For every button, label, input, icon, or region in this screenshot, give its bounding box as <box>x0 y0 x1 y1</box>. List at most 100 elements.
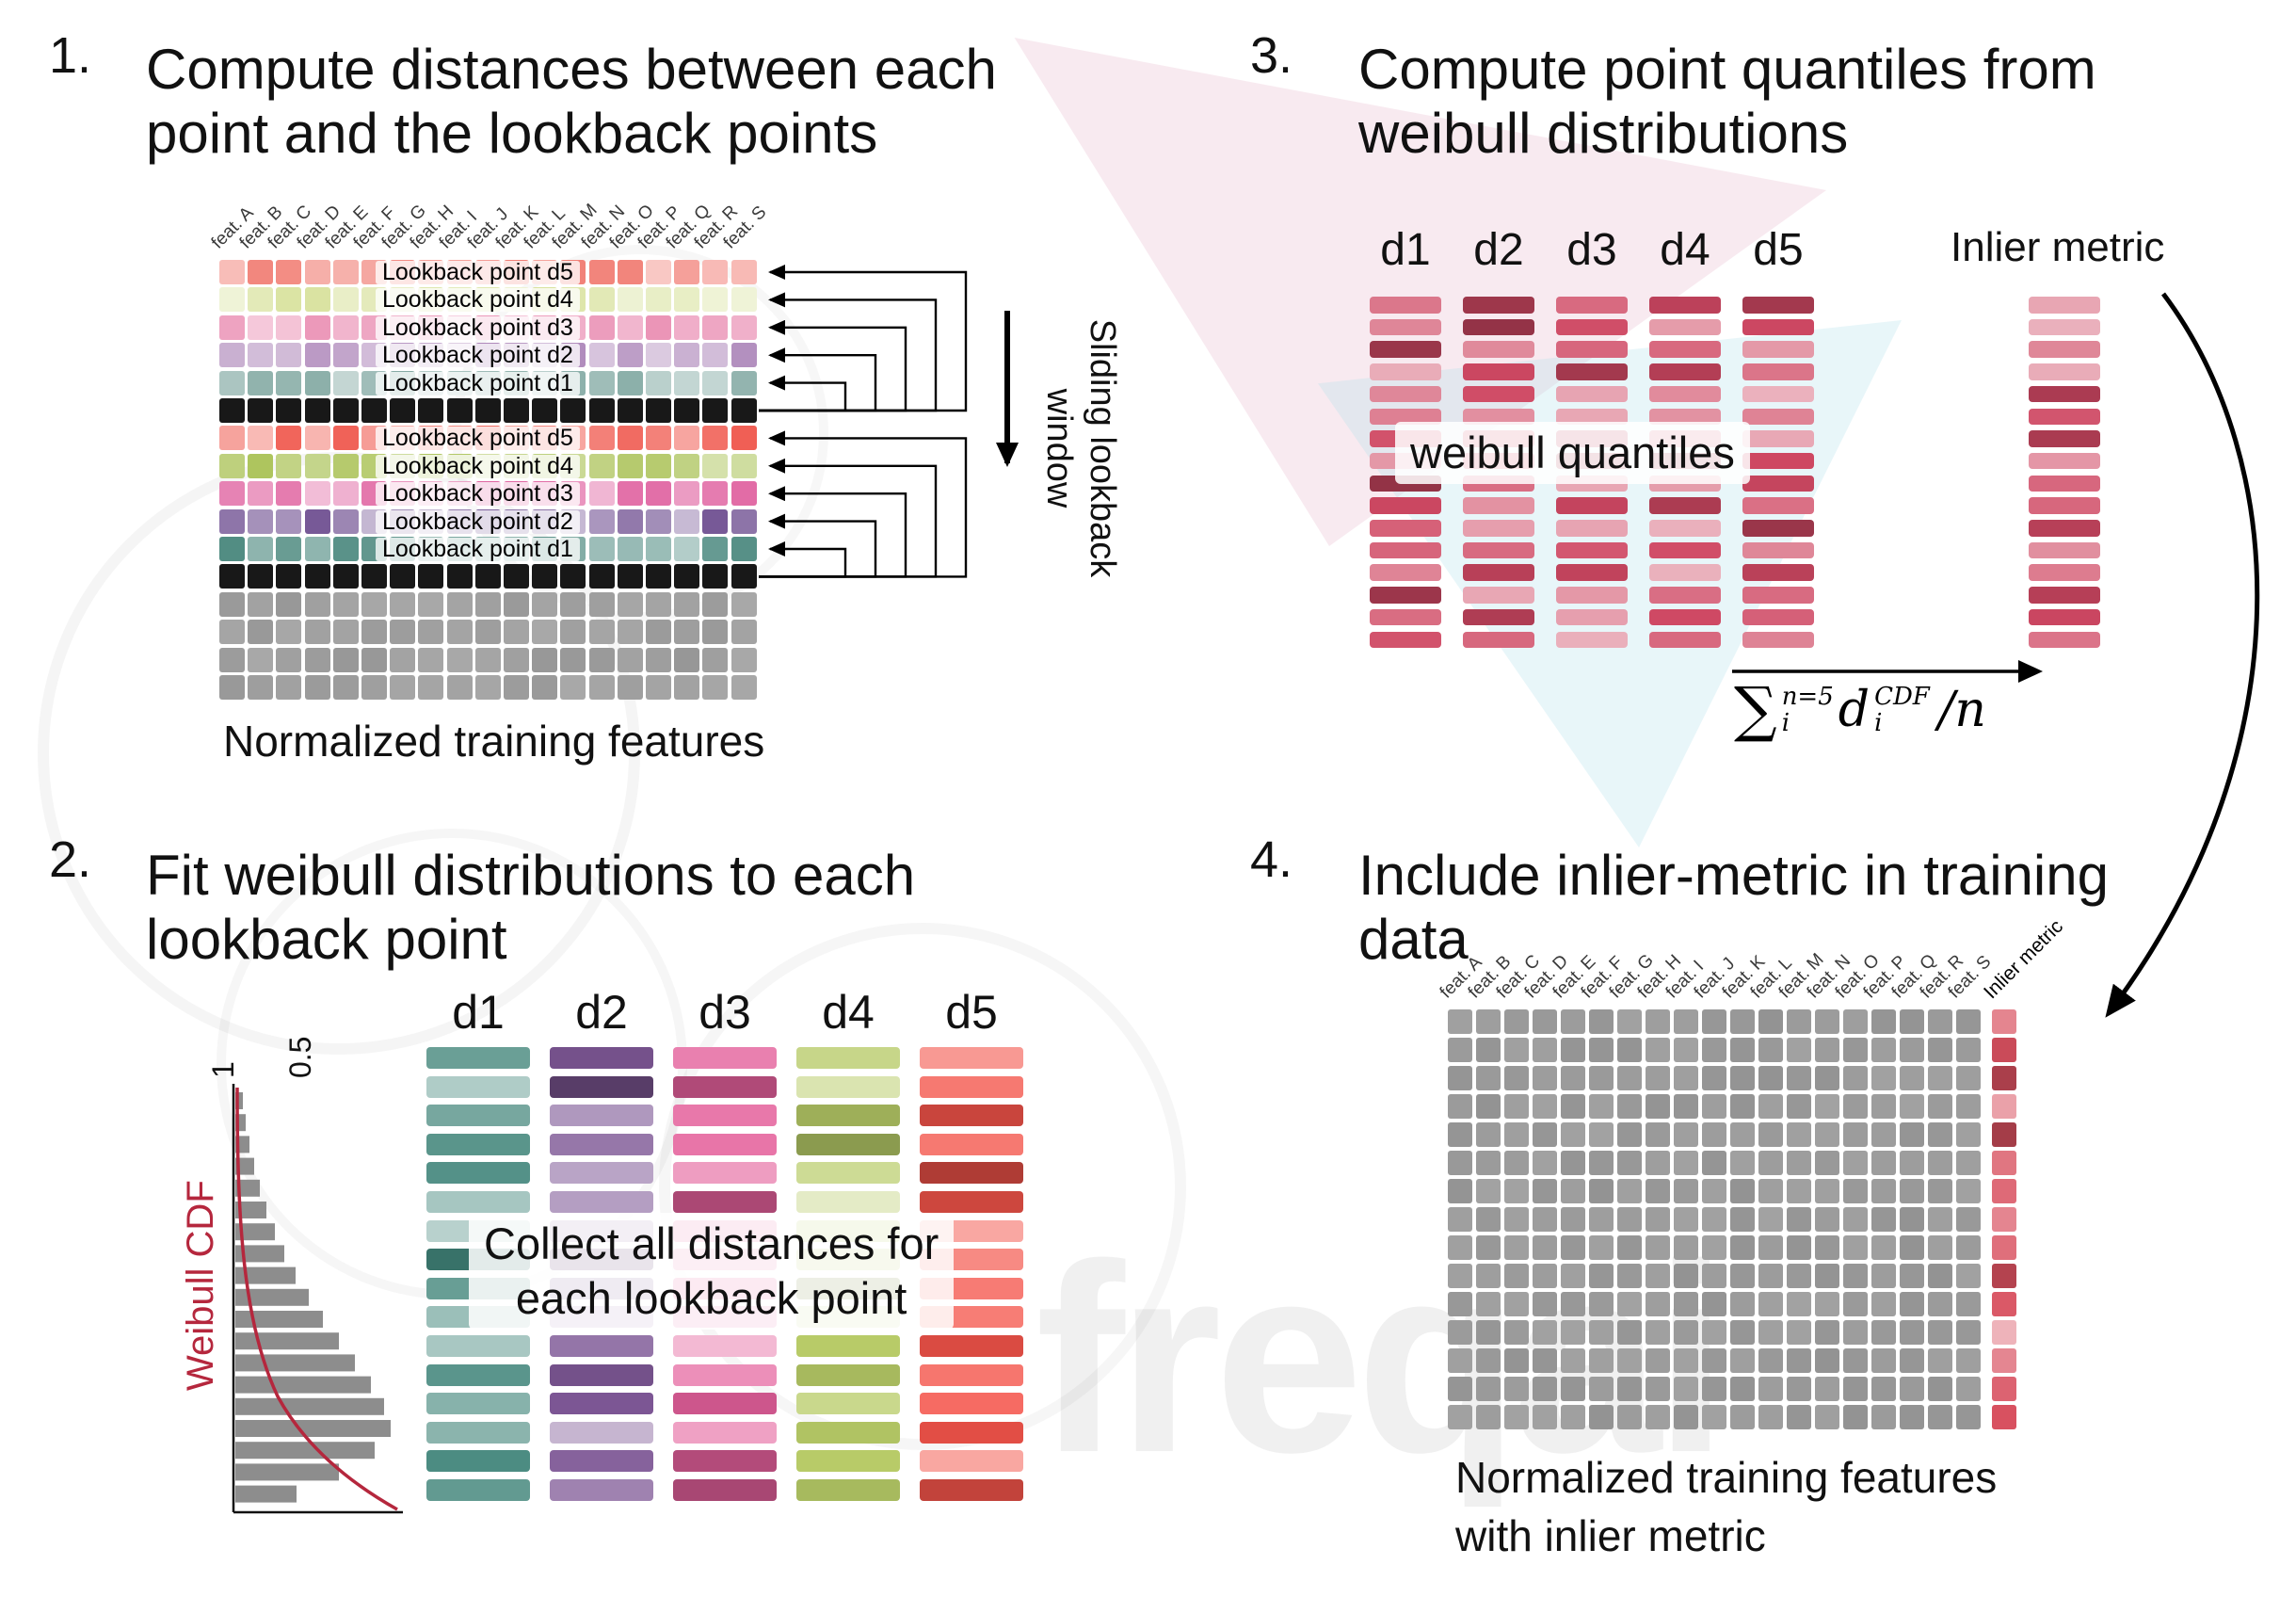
feature-cell <box>361 564 387 589</box>
weibull-cdf-chart: 1 0.5 Weibull CDF <box>180 1037 403 1514</box>
feature-cell <box>276 287 302 313</box>
feature-cell <box>1476 1320 1501 1345</box>
feature-cell <box>702 287 729 313</box>
feature-cell <box>1589 1292 1614 1316</box>
inlier-cell <box>1992 1179 2016 1203</box>
feature-cell <box>1561 1151 1585 1175</box>
feature-cell <box>361 647 387 672</box>
feature-cell <box>1928 1405 1952 1429</box>
quantile-bar <box>1556 408 1628 425</box>
feature-cell <box>1730 1066 1755 1090</box>
feature-cell <box>304 370 330 395</box>
distance-bar <box>673 1191 777 1213</box>
feature-cell <box>276 620 302 645</box>
feature-cell <box>617 620 643 645</box>
distance-bar <box>796 1335 900 1357</box>
step4-title-line1: Include inlier-metric in training <box>1358 844 2109 907</box>
feature-cell <box>1787 1292 1811 1316</box>
feature-cell <box>1928 1377 1952 1401</box>
inlier-cell <box>1992 1405 2016 1429</box>
quantile-bar <box>1370 385 1441 403</box>
distance-column-label: d5 <box>945 986 998 1039</box>
feature-cell <box>418 675 444 700</box>
feature-cell <box>1448 1038 1472 1062</box>
feature-cell <box>1928 1094 1952 1119</box>
quantile-bar <box>1370 297 1441 314</box>
lookback-row-label: Lookback point d4 <box>376 454 580 478</box>
feature-cell <box>702 398 729 423</box>
feature-cell <box>1787 1320 1811 1345</box>
feature-cell <box>702 453 729 478</box>
feature-cell <box>674 315 700 340</box>
distance-bar <box>673 1335 777 1357</box>
feature-cell <box>1504 1151 1529 1175</box>
feature-cell <box>674 508 700 534</box>
inlier-cell <box>1992 1094 2016 1119</box>
feature-cell <box>1448 1405 1472 1429</box>
feature-cell <box>332 315 359 340</box>
inlier-cell <box>1992 1264 2016 1288</box>
feature-cell <box>248 370 274 395</box>
distance-bar <box>796 1393 900 1415</box>
feature-cell <box>588 343 615 368</box>
feature-cell <box>1533 1235 1557 1260</box>
distance-column-label: d3 <box>698 986 751 1039</box>
feature-cell <box>1843 1405 1868 1429</box>
distance-bar <box>550 1047 653 1069</box>
inlier-metric-bar <box>2029 341 2100 358</box>
feature-cell <box>248 453 274 478</box>
distance-bar <box>550 1075 653 1098</box>
feature-cell <box>1617 1405 1642 1429</box>
feature-cell <box>1871 1151 1896 1175</box>
feature-cell <box>304 675 330 700</box>
feature-cell <box>646 315 671 340</box>
feature-cell <box>1843 1207 1868 1232</box>
feature-cell <box>219 675 245 700</box>
feature-cell <box>1617 1377 1642 1401</box>
feature-cell <box>276 591 302 617</box>
quantile-bar <box>1370 608 1441 626</box>
feature-cell <box>1730 1179 1755 1203</box>
quantile-bar <box>1556 631 1628 648</box>
feature-cell <box>1758 1320 1783 1345</box>
feature-cell <box>446 564 473 589</box>
quantile-bar <box>1556 520 1628 537</box>
quantile-bar <box>1370 408 1441 425</box>
feature-cell <box>276 564 302 589</box>
feature-cell <box>1561 1320 1585 1345</box>
feature-cell <box>1843 1038 1868 1062</box>
feature-cell <box>332 287 359 313</box>
distance-bar <box>673 1363 777 1386</box>
feature-cell <box>1956 1235 1981 1260</box>
feature-cell <box>1900 1066 1924 1090</box>
feature-cell <box>1674 1292 1698 1316</box>
feature-cell <box>304 453 330 478</box>
feature-cell <box>1476 1405 1501 1429</box>
feature-cell <box>1589 1405 1614 1429</box>
inlier-cell <box>1992 1009 2016 1034</box>
feature-cell <box>560 591 586 617</box>
feature-cell <box>1504 1094 1529 1119</box>
divide-by-n: /n <box>1937 682 1986 738</box>
feature-cell <box>304 260 330 284</box>
step3-number: 3. <box>1250 27 1293 84</box>
quantile-bar <box>1649 608 1721 626</box>
feature-cell <box>390 647 416 672</box>
inlier-metric-bar <box>2029 385 2100 403</box>
chart-axes <box>232 1084 403 1514</box>
step3-title-line2: weibull distributions <box>1358 102 1849 165</box>
lookback-row-label: Lookback point d5 <box>376 261 580 284</box>
feature-cell <box>1702 1151 1726 1175</box>
lookback-row-label: Lookback point d3 <box>376 315 580 340</box>
feature-cell <box>1758 1348 1783 1373</box>
quantile-bar <box>1556 497 1628 514</box>
variable-superscript: CDF <box>1874 683 1930 711</box>
inlier-metric-bar <box>2029 297 2100 314</box>
distance-bar <box>673 1421 777 1444</box>
distance-bar <box>796 1133 900 1155</box>
feature-cell <box>588 675 615 700</box>
lookback-row-label: Lookback point d1 <box>376 371 580 395</box>
feature-cell <box>248 564 274 589</box>
feature-cell <box>304 537 330 561</box>
